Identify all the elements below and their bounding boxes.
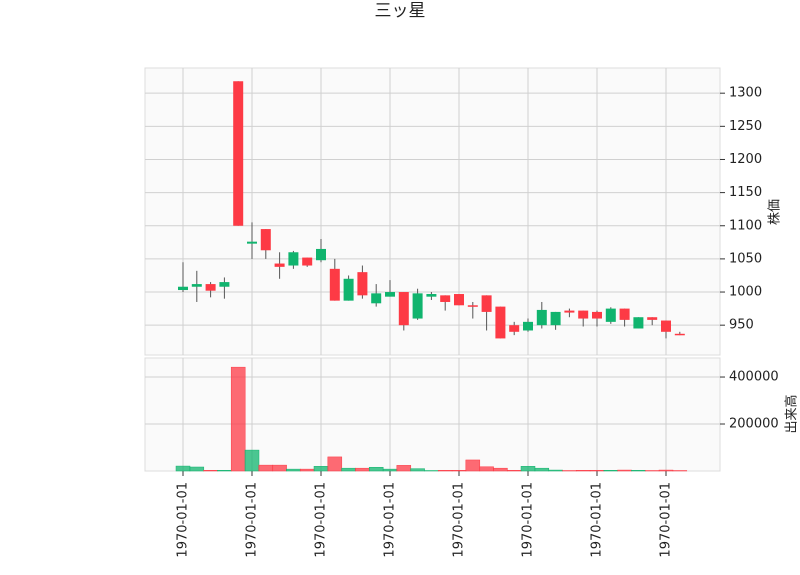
volume-bar [493, 467, 508, 472]
volume-bar [299, 468, 315, 472]
candle-body [633, 317, 644, 329]
volume-bar [313, 466, 329, 472]
volume-bar [575, 470, 591, 472]
candle-body [371, 293, 382, 304]
x-tick-label: 1970-01-01 [314, 482, 329, 558]
volume-bar [520, 466, 536, 472]
candle-body [509, 325, 520, 332]
volume-bar [327, 456, 343, 472]
candle-body [385, 292, 395, 297]
candle-body [647, 317, 658, 320]
volume-bar [506, 470, 522, 472]
volume-bar [355, 467, 370, 472]
y-tick-label: 1150 [729, 185, 762, 200]
candle-body [329, 268, 340, 301]
volume-bar [230, 366, 246, 472]
x-tick-label: 1970-01-01 [590, 482, 605, 558]
candle-body [564, 310, 575, 313]
x-tick-label: 1970-01-01 [659, 482, 674, 558]
x-tick-label: 1970-01-01 [176, 482, 191, 558]
volume-bar [479, 466, 494, 472]
y-tick-label: 1250 [729, 119, 762, 134]
y-axis-label: 株価 [768, 199, 783, 225]
candle-body [247, 241, 257, 244]
candle-body [605, 308, 616, 322]
candle-body [205, 284, 216, 291]
volume-bar [465, 459, 481, 472]
y-tick-label: 1200 [729, 152, 762, 167]
candle-body [440, 295, 451, 302]
candle-body [661, 320, 671, 332]
price-panel [144, 67, 721, 356]
candle-body [495, 306, 506, 339]
volume-tick-label: 200000 [729, 417, 779, 432]
x-tick-label: 1970-01-01 [452, 482, 467, 558]
candle-body [233, 81, 244, 226]
candle-body [302, 257, 313, 266]
x-tick-label: 1970-01-01 [521, 482, 536, 558]
x-tick-label: 1970-01-01 [245, 482, 260, 558]
candle-body [550, 311, 561, 326]
volume-bar [341, 467, 356, 472]
volume-bar [286, 468, 301, 472]
volume-bar [548, 469, 563, 472]
y-tick-label: 1300 [729, 86, 762, 101]
candle-body [260, 229, 271, 251]
volume-bar [603, 470, 619, 472]
candle-body [523, 321, 533, 331]
volume-bar [368, 466, 384, 472]
chart-title: 三ッ星 [375, 1, 426, 21]
volume-bar [658, 469, 674, 472]
volume-bar [258, 464, 274, 472]
volume-tick-label: 400000 [729, 370, 779, 385]
volume-bar [272, 464, 287, 472]
candle-body [578, 310, 589, 319]
candle-body [426, 294, 437, 297]
volume-bar [175, 465, 191, 472]
volume-bar [396, 465, 412, 472]
candle-body [674, 333, 685, 336]
volume-bar [534, 467, 550, 472]
candle-body [343, 278, 354, 301]
y-tick-label: 1100 [729, 218, 762, 233]
candle-body [178, 286, 188, 291]
candle-body [398, 292, 409, 326]
y-tick-label: 1000 [729, 285, 762, 300]
volume-bar [589, 470, 605, 472]
volume-bar [617, 469, 632, 472]
candle-body [467, 305, 478, 307]
volume-bar [451, 470, 467, 472]
candle-body [454, 294, 464, 306]
candle-body [316, 248, 326, 261]
candle-body [619, 308, 630, 320]
volume-bar [203, 470, 218, 472]
candle-body [536, 309, 547, 326]
candle-body [288, 252, 299, 266]
candle-body [412, 293, 423, 319]
volume-bar [382, 468, 398, 472]
candle-body [481, 295, 492, 312]
candle-body [274, 263, 285, 267]
volume-bar [217, 470, 232, 472]
volume-bar [244, 449, 260, 472]
candle-body [357, 272, 368, 296]
volume-bar [410, 468, 425, 472]
y-tick-label: 950 [729, 318, 754, 333]
y-tick-label: 1050 [729, 251, 762, 266]
candle-body [219, 282, 230, 287]
x-tick-label: 1970-01-01 [383, 482, 398, 558]
volume-bar [437, 470, 453, 472]
candle-body [592, 311, 602, 319]
volume-bar [631, 470, 646, 472]
candle-body [191, 284, 202, 287]
volume-bar [189, 466, 205, 472]
volume-axis-label: 出来高 [784, 394, 800, 433]
